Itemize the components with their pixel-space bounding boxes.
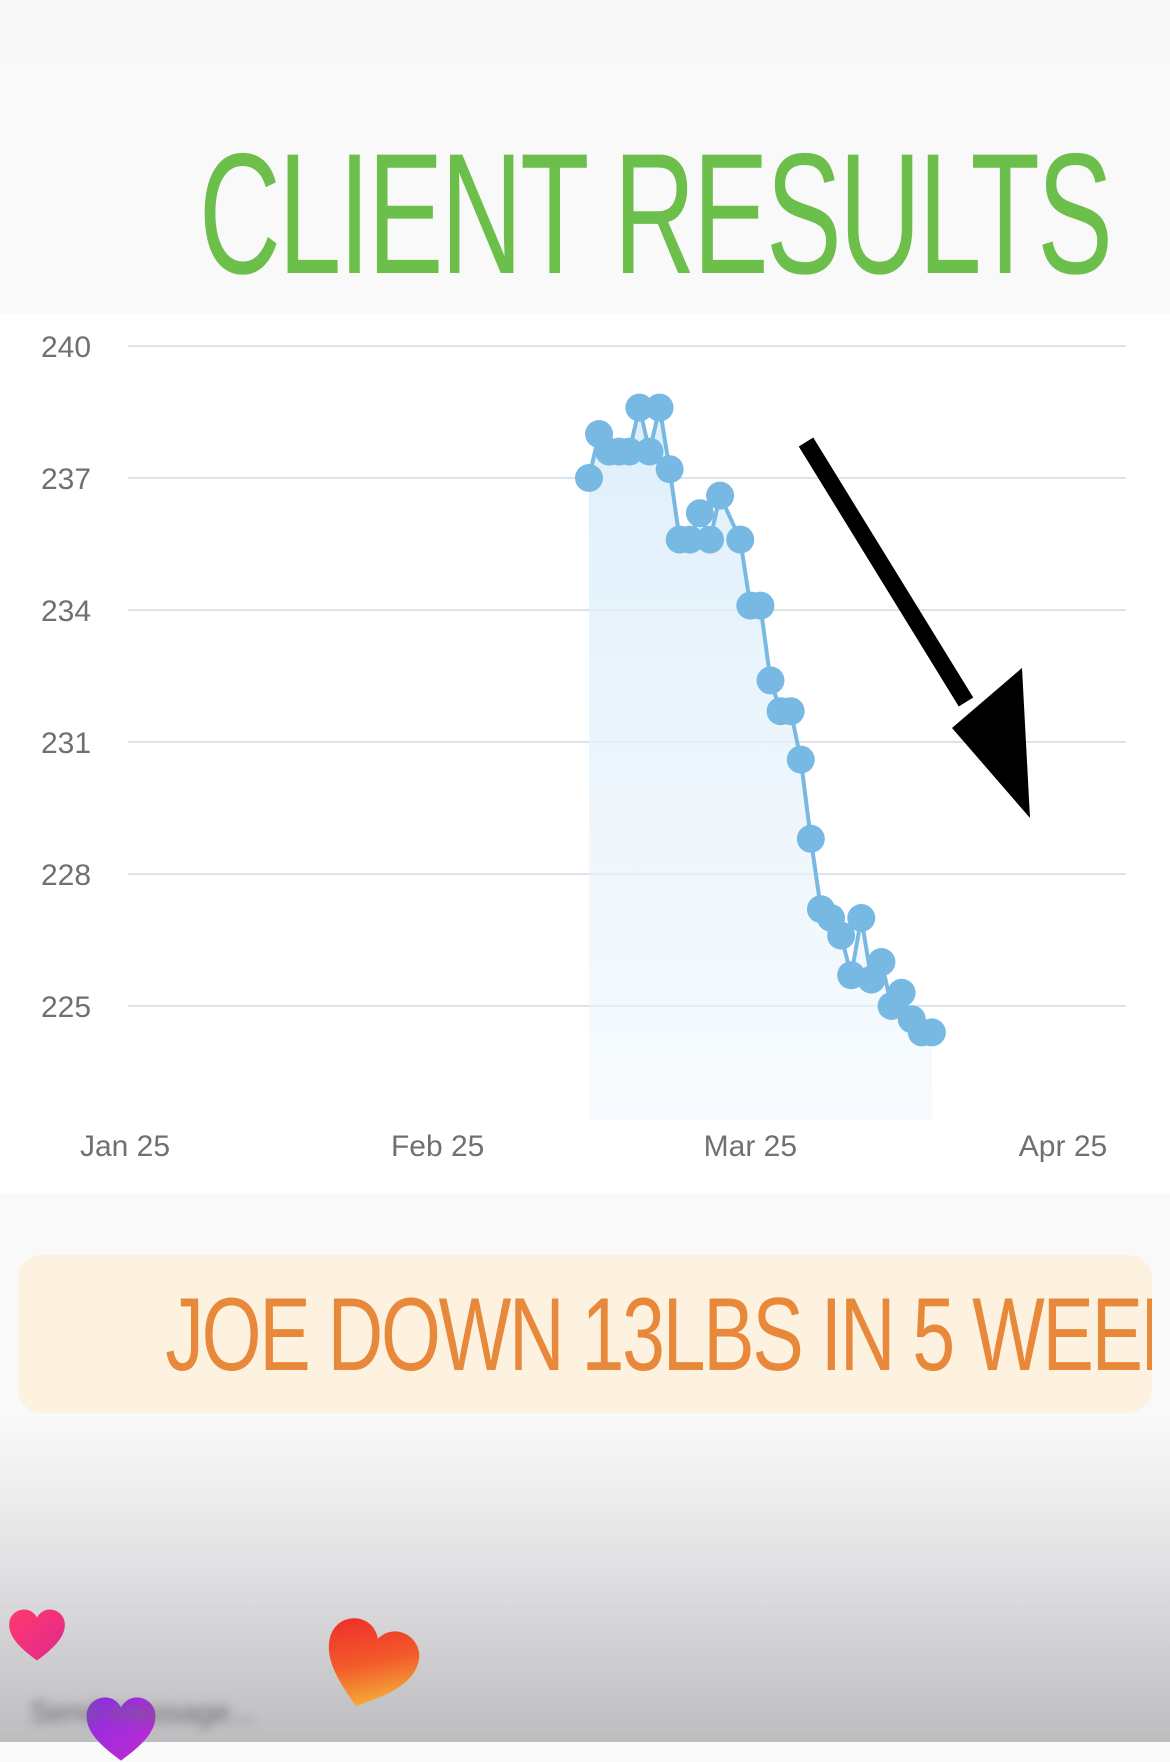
- x-tick-label: Jan 25: [80, 1130, 170, 1163]
- heart-icon: [9, 1609, 65, 1661]
- data-point: [706, 481, 735, 510]
- headline-banner: CLIENT RESULTS: [0, 60, 1170, 320]
- y-tick-label: 240: [41, 331, 91, 364]
- data-point: [887, 978, 916, 1007]
- data-point: [655, 455, 684, 484]
- arrow-down-right-icon: [798, 437, 1030, 818]
- series-points: [574, 393, 946, 1047]
- y-tick-label: 231: [41, 727, 91, 760]
- y-tick-label: 234: [41, 595, 91, 628]
- data-point: [695, 525, 724, 554]
- data-point: [574, 464, 603, 492]
- x-axis-ticks: Jan 25 Feb 25 Mar 25 Apr 25: [80, 1130, 1107, 1163]
- data-point: [635, 437, 664, 466]
- data-point: [847, 904, 876, 932]
- y-tick-label: 228: [41, 859, 91, 892]
- send-message-input[interactable]: Send message...: [30, 1696, 256, 1729]
- data-point: [645, 393, 674, 422]
- headline-title: CLIENT RESULTS: [198, 118, 1113, 310]
- x-tick-label: Mar 25: [704, 1130, 797, 1163]
- data-point: [615, 437, 644, 466]
- data-point: [827, 921, 856, 950]
- x-tick-label: Apr 25: [1019, 1130, 1107, 1163]
- data-point: [675, 525, 704, 554]
- series-area-fill: [589, 407, 932, 1121]
- heart-icon: [328, 1618, 420, 1707]
- caption-text: JOE DOWN 13LBS IN 5 WEEKS: [165, 1277, 1152, 1393]
- data-point: [726, 525, 755, 554]
- data-point: [776, 697, 805, 726]
- x-tick-label: Feb 25: [391, 1130, 484, 1163]
- data-point: [917, 1018, 946, 1047]
- caption-banner: JOE DOWN 13LBS IN 5 WEEKS: [18, 1255, 1152, 1413]
- y-tick-label: 237: [41, 463, 91, 496]
- data-point: [685, 499, 714, 528]
- data-point: [625, 393, 654, 422]
- data-point: [746, 591, 775, 620]
- data-point: [756, 666, 785, 695]
- y-tick-label: 225: [41, 991, 91, 1024]
- data-point: [867, 948, 896, 976]
- data-point: [786, 745, 815, 774]
- weight-chart: 240 237 234 231 228 225 Jan 25 Feb 25 Mar 25 Apr…: [0, 314, 1170, 1194]
- chart-svg: 240 237 234 231 228 225 Jan 25 Feb 25 Mar 25 Apr…: [41, 331, 1126, 1163]
- y-axis-ticks: 240 237 234 231 228 225: [41, 331, 91, 1024]
- data-point: [796, 824, 825, 853]
